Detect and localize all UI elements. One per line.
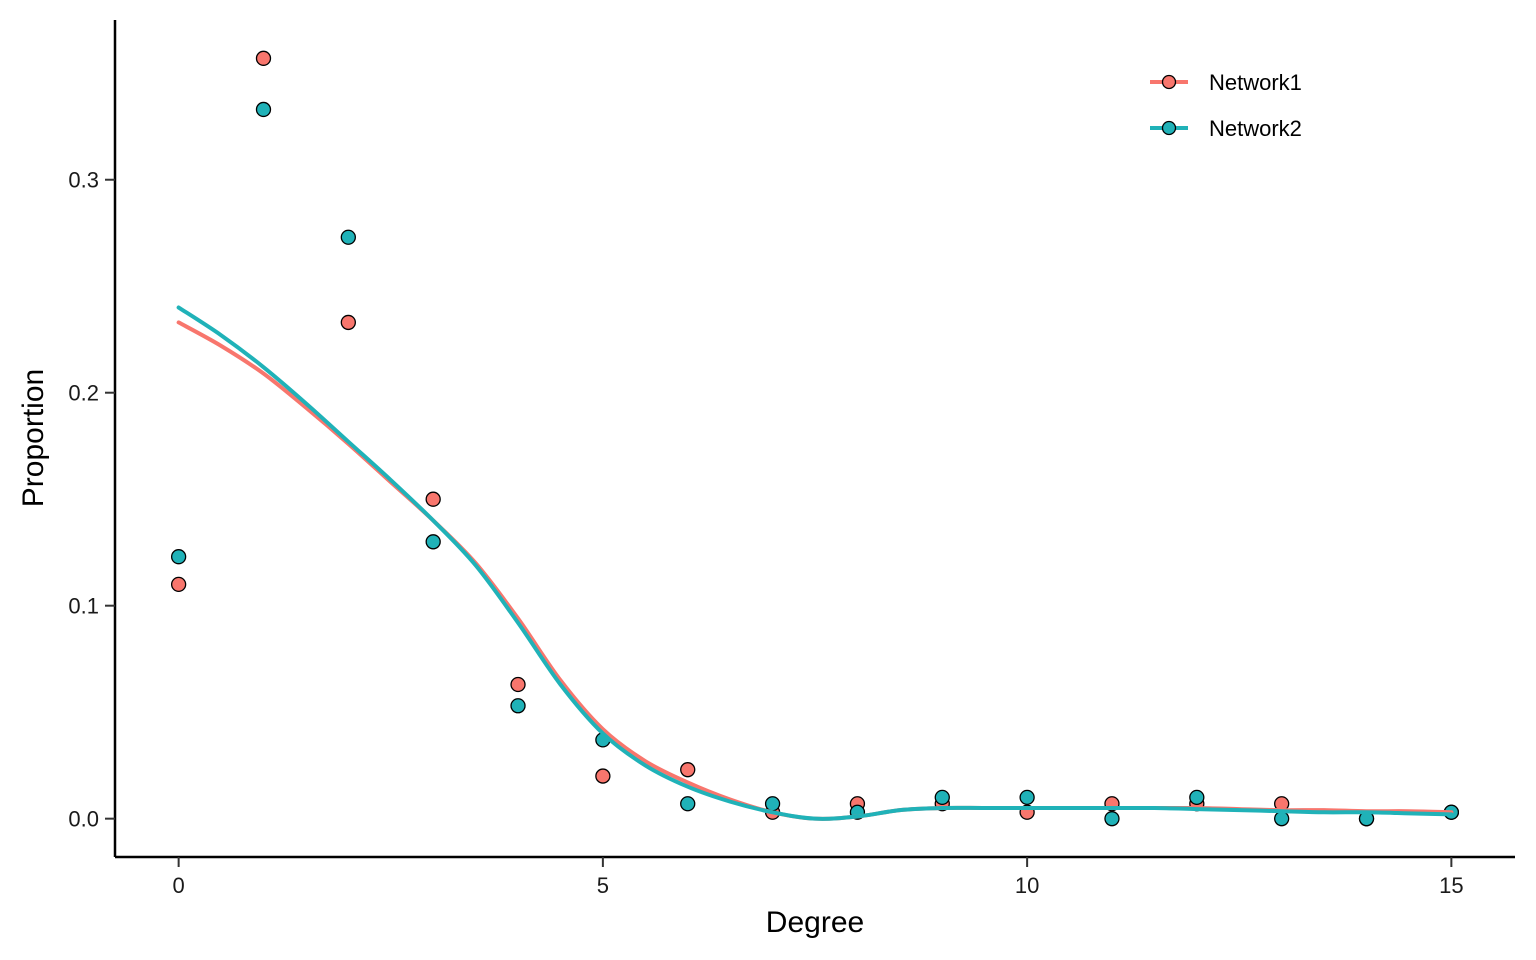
y-tick-label: 0.3 [68,168,99,193]
x-axis-title: Degree [766,906,864,939]
x-tick-label: 15 [1439,873,1463,898]
legend-label: Network2 [1209,116,1302,141]
x-tick-label: 5 [597,873,609,898]
y-tick-label: 0.2 [68,381,99,406]
data-point-network2 [680,796,696,812]
legend-item-network1: Network1 [1150,70,1302,95]
legend-point-swatch [1161,74,1177,90]
data-point-network1 [595,768,611,784]
data-point-network1 [340,314,356,331]
legend-label: Network1 [1209,70,1302,95]
legend-point-swatch [1161,120,1177,136]
data-point-network1 [255,50,272,66]
y-axis-title: Proportion [17,369,50,507]
y-tick-label: 0.1 [68,594,99,619]
data-point-network2 [764,796,781,812]
data-point-network1 [510,676,526,693]
data-point-network1 [680,762,696,778]
data-point-network2 [425,534,441,550]
data-point-network2 [510,698,526,714]
data-point-network2 [170,549,187,565]
data-point-network2 [1104,811,1120,827]
x-tick-label: 10 [1015,873,1039,898]
smooth-line-network1 [176,320,1454,821]
data-point-network2 [255,101,272,118]
smooth-line-network2 [176,305,1454,821]
x-tick-label: 0 [173,873,185,898]
data-point-network2 [340,229,356,245]
legend-item-network2: Network2 [1150,116,1302,141]
legend: Network1 Network2 [1150,70,1302,141]
data-point-network2 [1019,789,1035,806]
plot-area [170,50,1460,827]
axes: 0 5 10 15 0.0 0.1 0.2 0.3 [68,20,1515,898]
data-point-network2 [1189,789,1205,806]
data-point-network1 [170,576,187,593]
y-tick-label: 0.0 [68,807,99,832]
data-point-network1 [425,491,441,507]
data-point-network2 [934,789,950,806]
data-point-network2 [1274,811,1290,827]
